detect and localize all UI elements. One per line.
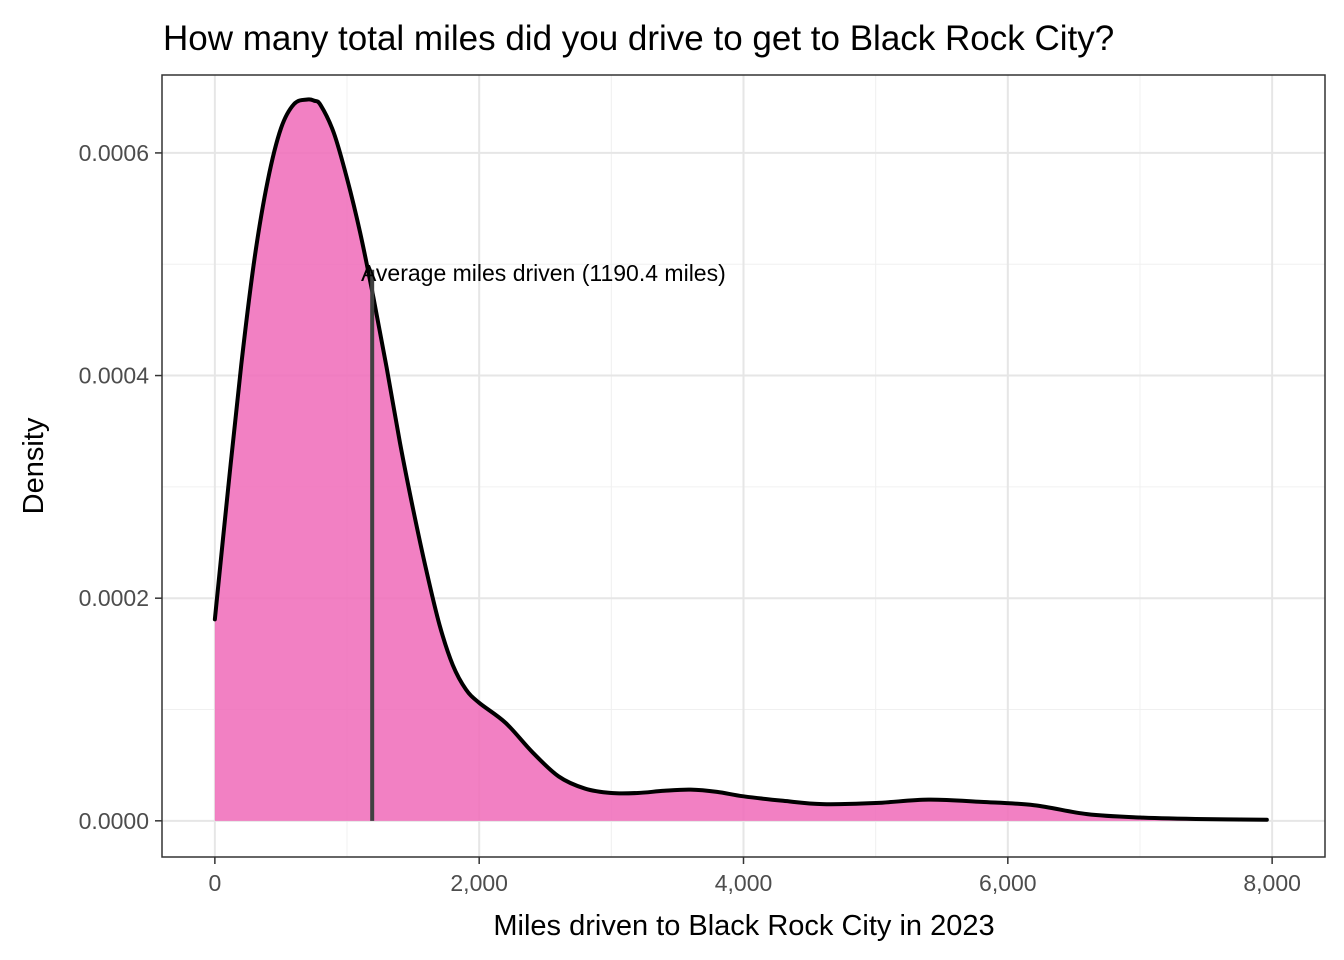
x-axis-title: Miles driven to Black Rock City in 2023 [493, 910, 994, 942]
x-tick-label: 6,000 [979, 870, 1037, 896]
gridlines [162, 75, 1325, 857]
y-tick-label: 0.0002 [79, 585, 149, 611]
y-axis-title: Density [18, 417, 50, 514]
y-tick-label: 0.0004 [79, 363, 150, 389]
x-tick-label: 2,000 [450, 870, 508, 896]
x-tick-label: 8,000 [1243, 870, 1301, 896]
y-tick-label: 0.0006 [79, 140, 149, 166]
y-tick-label: 0.0000 [79, 808, 149, 834]
density-curve [212, 97, 1269, 822]
density-area [212, 97, 1269, 822]
x-tick-label: 0 [208, 870, 221, 896]
chart-title: How many total miles did you drive to ge… [163, 19, 1114, 58]
density-fill [214, 99, 1267, 821]
x-tick-label: 4,000 [715, 870, 773, 896]
mean-annotation-label: Average miles driven (1190.4 miles) [361, 260, 726, 286]
axis-ticks: 0 2,000 4,000 6,000 8,000 0.0000 0.0002 0.0004 0… [79, 140, 1301, 896]
